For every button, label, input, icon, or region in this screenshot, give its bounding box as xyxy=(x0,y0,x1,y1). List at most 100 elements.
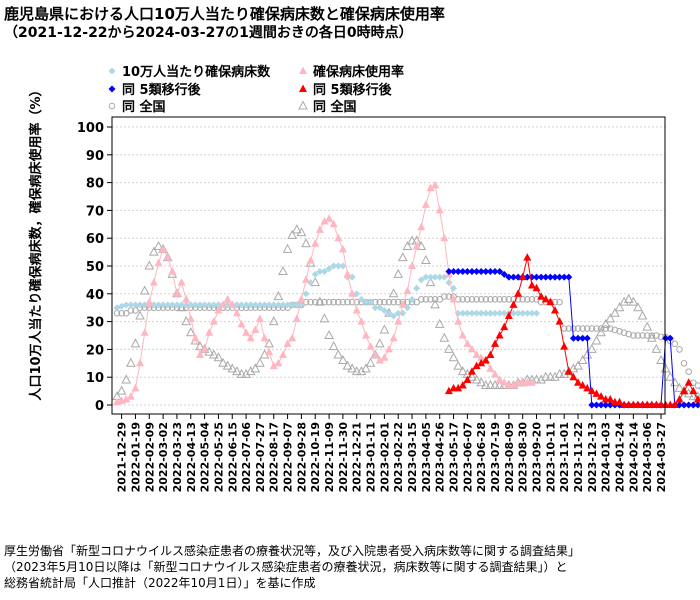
data-point xyxy=(311,298,319,306)
data-point xyxy=(131,383,140,392)
data-point xyxy=(255,357,265,367)
x-tick-label: 2023-08-30 xyxy=(517,422,530,493)
data-point xyxy=(381,298,388,306)
data-point xyxy=(287,229,298,239)
data-point xyxy=(454,317,463,325)
data-point xyxy=(605,313,616,323)
data-point xyxy=(463,268,471,276)
data-point xyxy=(533,309,541,317)
data-point xyxy=(348,289,357,297)
data-point xyxy=(205,301,213,309)
x-tick-label: 2023-11-22 xyxy=(572,422,585,492)
data-point xyxy=(348,298,356,306)
data-point xyxy=(223,294,232,303)
data-point xyxy=(614,302,625,312)
legend-marker xyxy=(299,84,307,92)
data-point xyxy=(550,305,559,314)
data-point xyxy=(130,338,141,348)
data-point xyxy=(325,214,334,222)
data-point xyxy=(527,378,536,386)
data-point xyxy=(325,265,333,273)
data-point xyxy=(376,304,384,312)
x-tick-label: 2022-08-17 xyxy=(268,422,281,492)
data-point xyxy=(407,235,417,245)
chart-title: 鹿児島県における人口10万人当たり確保病床数と確保病床使用率 xyxy=(4,5,445,23)
data-point xyxy=(532,283,541,292)
data-point xyxy=(482,296,490,303)
data-point xyxy=(550,371,560,381)
data-point xyxy=(227,363,238,373)
x-tick-label: 2023-02-01 xyxy=(378,422,391,492)
data-point xyxy=(680,401,688,409)
y-tick-label: 60 xyxy=(86,232,104,247)
data-point xyxy=(196,301,204,309)
x-tick-label: 2024-01-03 xyxy=(600,422,613,492)
data-point xyxy=(365,357,376,367)
data-point xyxy=(186,314,195,322)
x-tick-label: 2024-03-27 xyxy=(655,422,668,492)
data-point xyxy=(591,335,602,345)
data-point xyxy=(688,391,699,401)
data-point xyxy=(306,255,315,264)
legend-label: 同 5類移行後 xyxy=(122,82,202,98)
x-tick-label: 2022-07-06 xyxy=(240,422,253,493)
data-point xyxy=(500,309,508,317)
x-tick-label: 2023-09-20 xyxy=(531,422,544,493)
data-point xyxy=(574,325,582,332)
data-point xyxy=(579,325,586,332)
data-point xyxy=(375,356,384,364)
data-point xyxy=(445,268,453,276)
data-point xyxy=(491,339,500,347)
legend-label: 同 全国 xyxy=(122,99,166,115)
data-point xyxy=(482,268,490,276)
data-point xyxy=(476,377,487,387)
data-point xyxy=(247,301,255,309)
data-point xyxy=(388,288,399,298)
data-point xyxy=(551,273,559,281)
data-point xyxy=(389,333,398,342)
data-point xyxy=(660,363,671,373)
data-point xyxy=(413,298,420,306)
data-point xyxy=(284,301,292,309)
data-point xyxy=(592,389,601,397)
axes: 0 10 20 30 40 50 60 70 80 90 100 2021-12-29 2022-01-… xyxy=(77,116,668,493)
data-point xyxy=(500,296,508,303)
data-point xyxy=(245,366,256,376)
data-point xyxy=(545,371,556,381)
data-point xyxy=(371,304,379,312)
data-point xyxy=(228,300,237,308)
x-tick-label: 2022-07-27 xyxy=(254,422,267,492)
data-point xyxy=(459,296,467,303)
data-point xyxy=(154,301,162,309)
data-point xyxy=(261,301,269,309)
data-point xyxy=(379,324,390,334)
data-point xyxy=(173,301,181,309)
data-point xyxy=(583,383,592,392)
legend-marker xyxy=(108,67,116,75)
x-tick-label: 2022-11-09 xyxy=(323,422,336,492)
data-point xyxy=(528,309,536,317)
data-point xyxy=(471,374,482,384)
data-point xyxy=(131,301,139,309)
data-point xyxy=(265,301,273,309)
data-point xyxy=(430,299,440,309)
data-point xyxy=(514,289,523,297)
data-point xyxy=(653,332,660,339)
legend-label: 10万人当たり確保病床数 xyxy=(122,64,271,80)
data-point xyxy=(393,268,404,278)
data-point xyxy=(390,298,397,306)
data-point xyxy=(213,352,224,362)
data-point xyxy=(195,350,204,358)
data-point xyxy=(436,296,444,303)
data-point xyxy=(422,296,430,303)
data-point xyxy=(444,386,453,395)
x-tick-label: 2023-07-19 xyxy=(489,422,502,492)
data-point xyxy=(270,301,278,309)
data-point xyxy=(361,331,370,339)
data-point xyxy=(527,280,536,289)
y-tick-label: 100 xyxy=(77,121,104,136)
data-point xyxy=(390,312,398,320)
data-point xyxy=(509,309,517,317)
data-point xyxy=(422,273,430,281)
